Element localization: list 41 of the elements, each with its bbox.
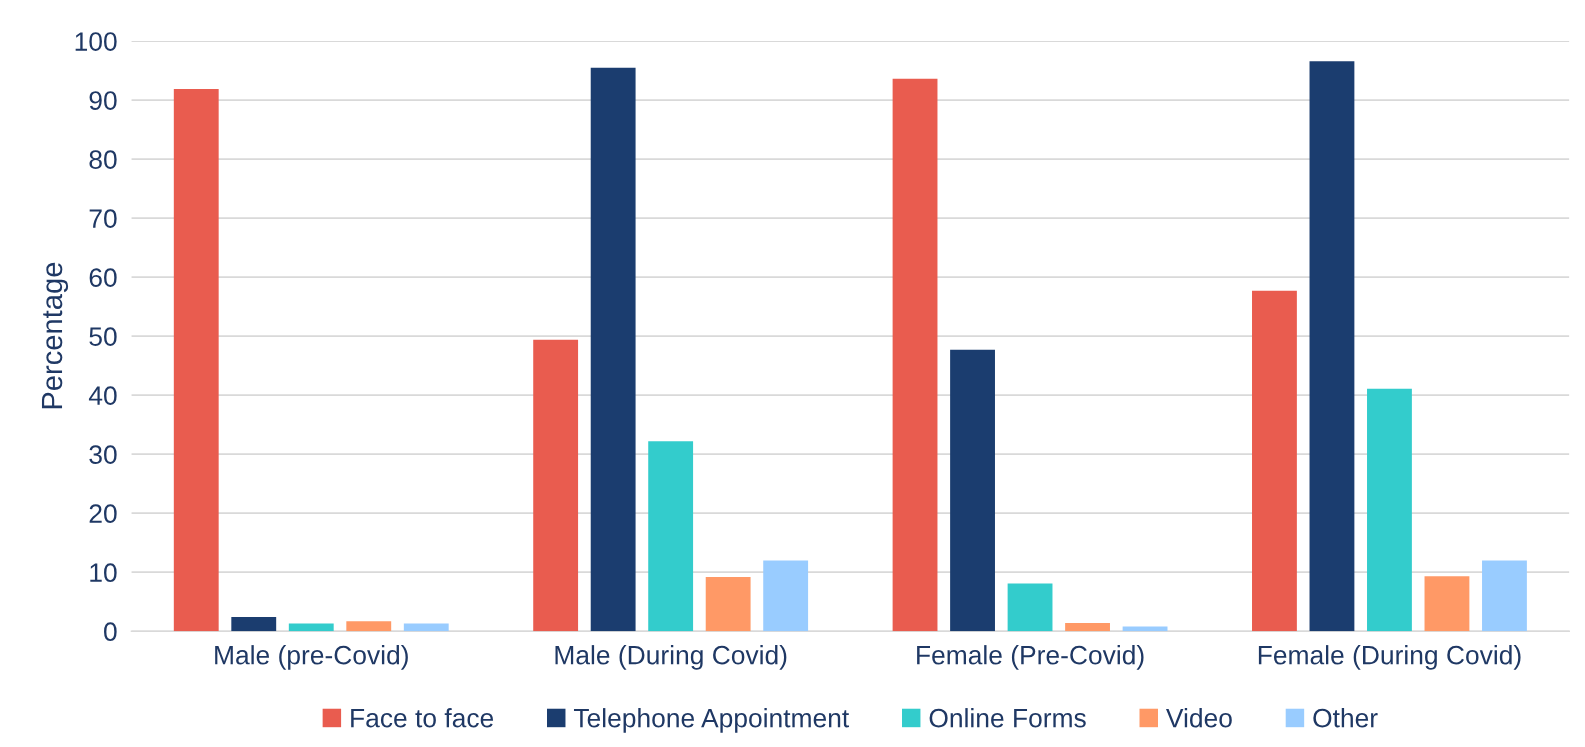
bar [1065,622,1110,632]
legend-label: Online Forms [929,708,1086,728]
legend-label: Face to face [351,708,494,728]
bar [1122,626,1168,632]
y-tick-label: 50 [89,327,117,346]
y-tick-label: 100 [75,32,117,51]
bar [173,88,219,632]
bar [1367,388,1412,632]
bar [1482,560,1527,632]
y-tick-label: 20 [89,504,117,524]
bar [231,617,277,632]
bar [288,623,334,632]
bar [533,339,579,632]
bar [892,78,938,632]
bar [1252,290,1297,632]
bar [1007,583,1053,632]
x-tick-label: Female (During Covid) [1258,645,1521,670]
legend-label: Other [1313,708,1378,728]
bar [705,576,751,632]
legend-label: Video [1166,708,1232,728]
bar [1424,576,1470,632]
y-tick-label: 70 [89,209,117,228]
bar [1309,61,1355,632]
y-tick-label: 80 [89,150,117,169]
bar [763,560,809,632]
y-tick-label: 60 [89,268,117,287]
bar [648,441,694,632]
x-tick-label: Male (During Covid) [555,645,787,670]
legend-label: Telephone Appointment [573,708,850,733]
y-tick-label: 30 [89,445,117,464]
bar [950,349,995,632]
y-tick-label: 40 [88,386,117,405]
x-tick-label: Male (pre-Covid) [215,645,408,670]
bar [346,621,392,632]
y-tick-label: 10 [90,563,117,583]
bar [590,67,636,632]
y-axis-title: Percentage [41,262,69,409]
y-tick-label: 90 [89,91,117,110]
bar [403,623,449,632]
y-tick-label: 0 [104,622,117,642]
x-tick-label: Female (Pre-Covid) [917,645,1144,670]
